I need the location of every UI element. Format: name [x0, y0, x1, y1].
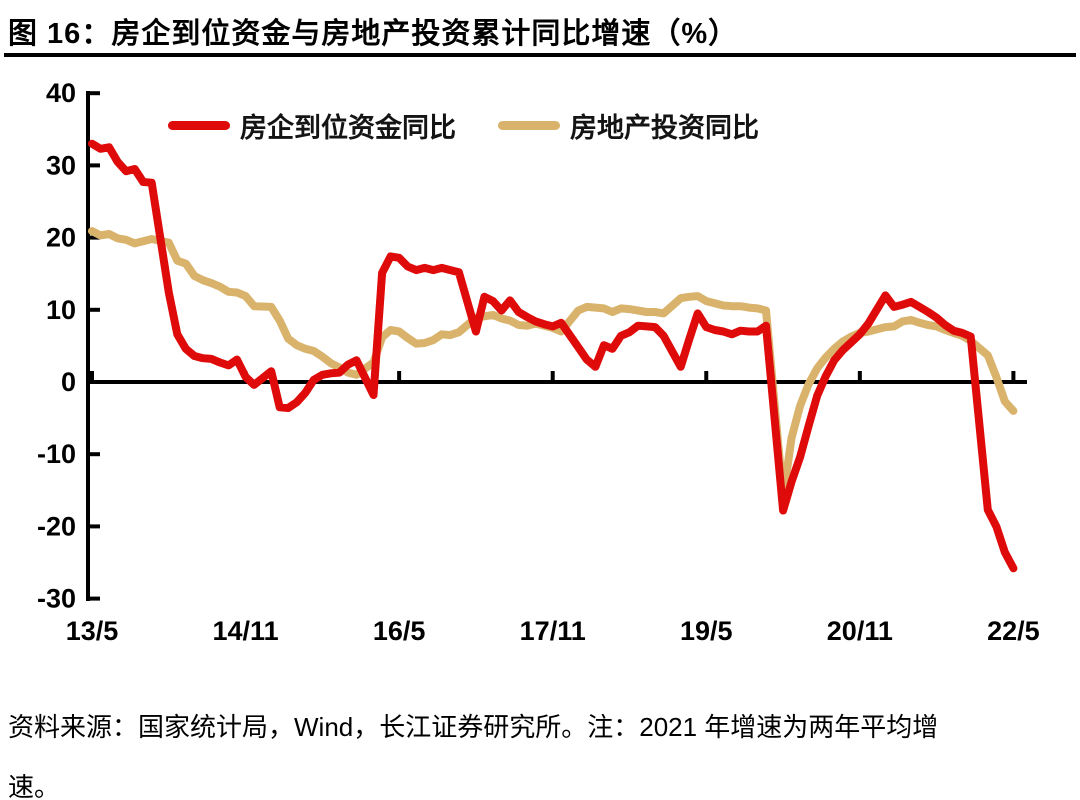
x-tick-label: 16/5 [373, 616, 426, 646]
axes-group: 40 30 20 10 0 -10 -20 -30 13/5 14/11 16/5 17/11 19/… [37, 78, 1040, 646]
x-tick-label: 17/11 [520, 616, 586, 646]
legend-item-funds: 房企到位资金同比 [168, 106, 456, 145]
x-tick-label: 20/11 [827, 616, 893, 646]
x-tick-label: 22/5 [987, 616, 1040, 646]
y-tick-label: -30 [37, 584, 76, 614]
series-group [88, 139, 1018, 573]
title-divider-rule [4, 53, 1076, 57]
source-note: 资料来源：国家统计局，Wind，长江证券研究所。注：2021 年增速为两年平均增… [8, 712, 939, 800]
x-ticks-group: 13/5 14/11 16/5 17/11 19/5 20/11 22/5 [66, 371, 1040, 646]
figure-title: 图 16：房企到位资金与房地产投资累计同比增速（%） [8, 18, 739, 50]
legend-line-swatch [498, 121, 560, 130]
x-tick-label: 14/11 [213, 616, 279, 646]
legend-line-swatch [168, 121, 230, 130]
y-tick-label: 40 [46, 78, 76, 108]
y-ticks-group: 40 30 20 10 0 -10 -20 -30 [37, 78, 100, 614]
legend-label: 房企到位资金同比 [240, 113, 456, 143]
x-tick-label: 19/5 [680, 616, 733, 646]
y-tick-label: -10 [37, 439, 76, 469]
x-tick-label: 13/5 [66, 616, 119, 646]
y-tick-label: 0 [61, 367, 76, 397]
chart-legend: 房企到位资金同比 房地产投资同比 [168, 106, 759, 145]
y-tick-label: -20 [37, 511, 76, 541]
y-tick-label: 30 [46, 150, 76, 180]
legend-label: 房地产投资同比 [570, 113, 759, 143]
y-tick-label: 20 [46, 223, 76, 253]
y-tick-label: 10 [46, 295, 76, 325]
series-line-funds [88, 139, 1018, 573]
legend-item-investment: 房地产投资同比 [498, 106, 759, 145]
